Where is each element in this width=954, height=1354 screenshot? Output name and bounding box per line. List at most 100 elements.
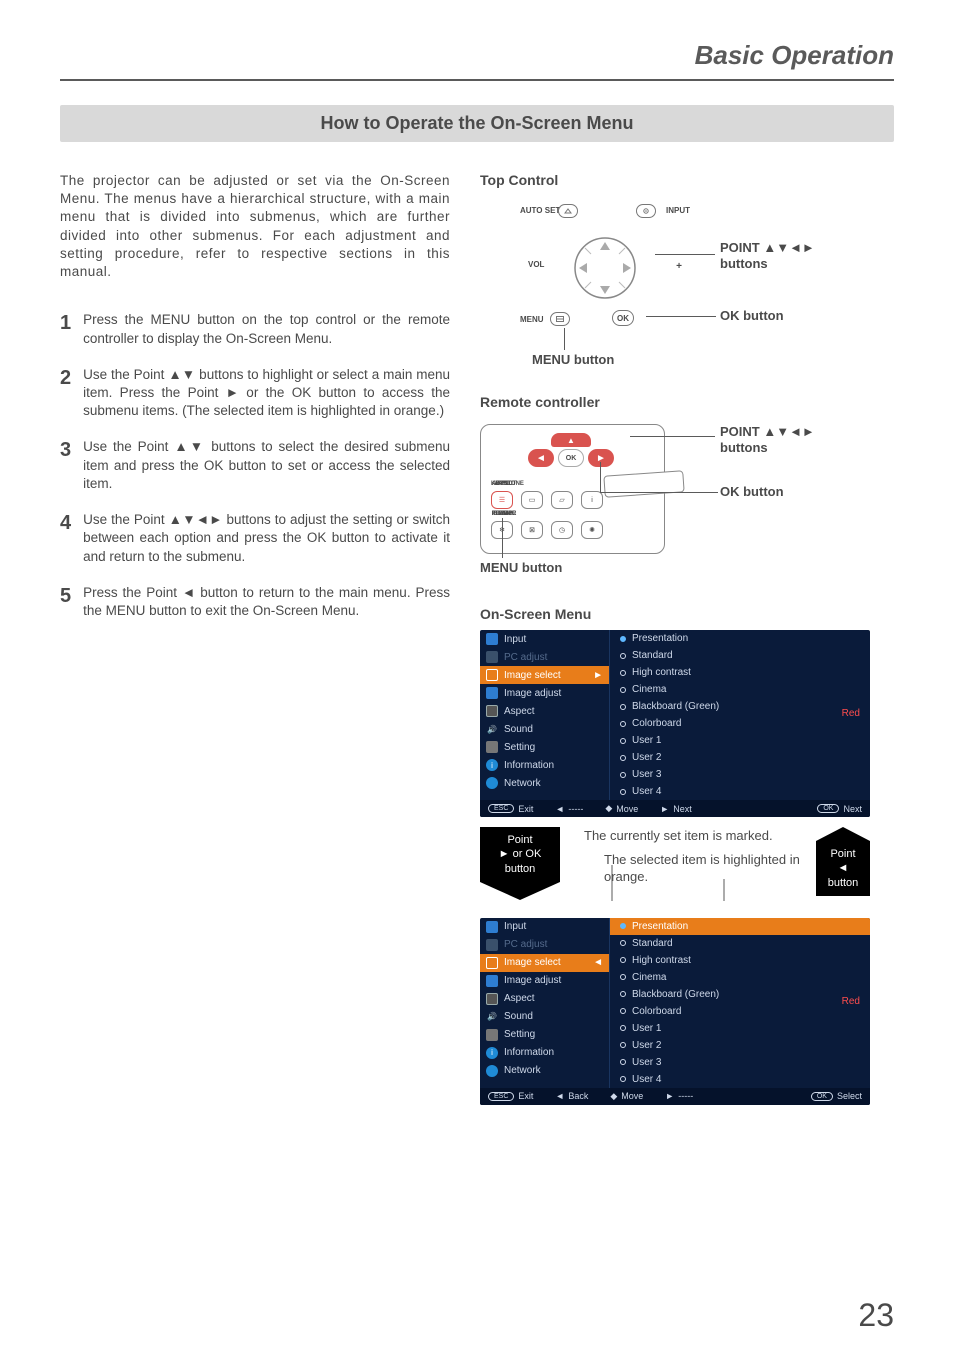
remote-lamp-button: ✺ xyxy=(581,521,603,539)
remote-diagram: ▲ ◄ OK ► MENU ASPECT KEYSTON xyxy=(480,418,860,578)
osm-sub-label: High contrast xyxy=(632,667,691,678)
osm-sub-dot-icon xyxy=(620,772,626,778)
osm-item-icon: 🔊 xyxy=(486,723,498,735)
osm-sub-label: Standard xyxy=(632,650,673,661)
step-5: 5 Press the Point ◄ button to return to … xyxy=(60,584,450,620)
osm-sub-dot-icon xyxy=(620,974,626,980)
osm-sub-menu: PresentationStandardHigh contrastCinemaB… xyxy=(610,918,870,1088)
osm-item-label: Setting xyxy=(504,742,535,753)
arrow-up-label: Point ◄ button xyxy=(816,841,870,896)
osm-sub-dot-icon xyxy=(620,670,626,676)
osm-sub-label: High contrast xyxy=(632,955,691,966)
left-column: The projector can be adjusted or set via… xyxy=(60,172,450,1105)
remote-point-callout: POINT ▲▼◄► buttons xyxy=(720,424,815,455)
osm-main-item: Input xyxy=(480,918,609,936)
osm-sub-label: User 3 xyxy=(632,1057,661,1068)
osm-sub-label: Presentation xyxy=(632,921,688,932)
osm-sub-item: Standard xyxy=(610,935,870,952)
remote-blank-button: ⊠ xyxy=(521,521,543,539)
osm-sub-dot-icon xyxy=(620,1008,626,1014)
osm-sub-dot-icon xyxy=(620,653,626,659)
osm-sub-item: Standard xyxy=(610,647,870,664)
remote-aspect-button: ▭ xyxy=(521,491,543,509)
step-text: Use the Point ▲▼◄► buttons to adjust the… xyxy=(83,511,450,566)
osm-sub-item: Presentation xyxy=(610,630,870,647)
osm-item-icon xyxy=(486,687,498,699)
osm-sub-dot-icon xyxy=(620,957,626,963)
osm-item-label: Network xyxy=(504,1065,541,1076)
intro-paragraph: The projector can be adjusted or set via… xyxy=(60,172,450,281)
osm-item-label: Image select xyxy=(504,957,561,968)
autoset-button xyxy=(558,204,578,218)
osm-sub-dot-icon xyxy=(620,636,626,642)
osm-item-icon xyxy=(486,741,498,753)
osm-sub-label: Cinema xyxy=(632,684,666,695)
osm-item-label: PC adjust xyxy=(504,652,547,663)
osm-item-label: Input xyxy=(504,634,526,645)
osm-sub-dot-icon xyxy=(620,721,626,727)
osm-main-item: Image adjust xyxy=(480,972,609,990)
osm-sub-label: Colorboard xyxy=(632,1006,681,1017)
osm-main-menu: InputPC adjustImage select►Image adjustA… xyxy=(480,630,610,800)
osm-sub-dot-icon xyxy=(620,704,626,710)
osm-annotation-row: Point ► or OK button The currently set i… xyxy=(480,827,870,896)
osm-main-item: iInformation xyxy=(480,756,609,774)
ok-button: OK xyxy=(612,310,634,326)
vol-label: VOL xyxy=(528,260,544,269)
step-number: 3 xyxy=(60,438,71,493)
input-label: INPUT xyxy=(666,206,690,215)
osm-red-label: Red xyxy=(842,708,860,719)
osm-item-icon xyxy=(486,975,498,987)
osm-main-item: iInformation xyxy=(480,1044,609,1062)
osm-item-label: Setting xyxy=(504,1029,535,1040)
remote-ok-button: OK xyxy=(558,449,584,467)
osm-sub-label: User 1 xyxy=(632,1023,661,1034)
osm-sub-item: Colorboard xyxy=(610,715,870,732)
osm-main-menu: InputPC adjustImage select◄Image adjustA… xyxy=(480,918,610,1088)
osm-main-item: 🔊Sound xyxy=(480,1008,609,1026)
osm-sub-menu: Presentation Standard High contrast Cinema B… xyxy=(610,630,870,800)
osm-sub-label: Presentation xyxy=(632,633,688,644)
osm-item-label: Information xyxy=(504,1047,554,1058)
top-control-heading: Top Control xyxy=(480,172,894,188)
osm-item-icon xyxy=(486,777,498,789)
plus-label: + xyxy=(676,261,682,272)
step-4: 4 Use the Point ▲▼◄► buttons to adjust t… xyxy=(60,511,450,566)
osm-sub-item: Presentation xyxy=(610,918,870,935)
autoset-label: AUTO SET xyxy=(520,206,560,215)
osm-main-item: PC adjust xyxy=(480,936,609,954)
osm-sub-label: Standard xyxy=(632,938,673,949)
osm-sub-label: User 4 xyxy=(632,1074,661,1085)
remote-ok-callout: OK button xyxy=(720,484,784,500)
osm-item-label: Network xyxy=(504,778,541,789)
remote-up-button: ▲ xyxy=(551,433,591,447)
osm-sub-item: User 1 xyxy=(610,732,870,749)
osm-main-item: Setting xyxy=(480,738,609,756)
step-text: Use the Point ▲▼ buttons to select the d… xyxy=(83,438,450,493)
osm-sub-item: Cinema xyxy=(610,969,870,986)
point-callout: POINT ▲▼◄► buttons xyxy=(720,240,815,271)
osm-item-arrow-icon: ◄ xyxy=(593,957,603,968)
osm-sub-item: Blackboard (Green) xyxy=(610,698,870,715)
osm-heading: On-Screen Menu xyxy=(480,606,870,622)
osm-sub-item: High contrast xyxy=(610,664,870,681)
osm-sub-label: Blackboard (Green) xyxy=(632,701,719,712)
osm-sub-dot-icon xyxy=(620,923,626,929)
osm-item-icon xyxy=(486,993,498,1005)
osm-item-label: Image adjust xyxy=(504,688,561,699)
lamp-caption: LAMP xyxy=(491,511,517,517)
osm-sub-dot-icon xyxy=(620,940,626,946)
remote-menu-button: ☰ xyxy=(491,491,513,509)
osm-main-item: PC adjust xyxy=(480,648,609,666)
step-2: 2 Use the Point ▲▼ buttons to highlight … xyxy=(60,366,450,421)
osm-main-item: Network xyxy=(480,774,609,792)
osm-sub-dot-icon xyxy=(620,789,626,795)
osm-sub-label: User 1 xyxy=(632,735,661,746)
osm-item-icon: 🔊 xyxy=(486,1011,498,1023)
section-title: How to Operate the On-Screen Menu xyxy=(60,105,894,142)
osm-item-label: Information xyxy=(504,760,554,771)
step-number: 1 xyxy=(60,311,71,347)
dpad xyxy=(573,236,637,300)
step-3: 3 Use the Point ▲▼ buttons to select the… xyxy=(60,438,450,493)
info-caption: INFO. xyxy=(491,481,517,487)
